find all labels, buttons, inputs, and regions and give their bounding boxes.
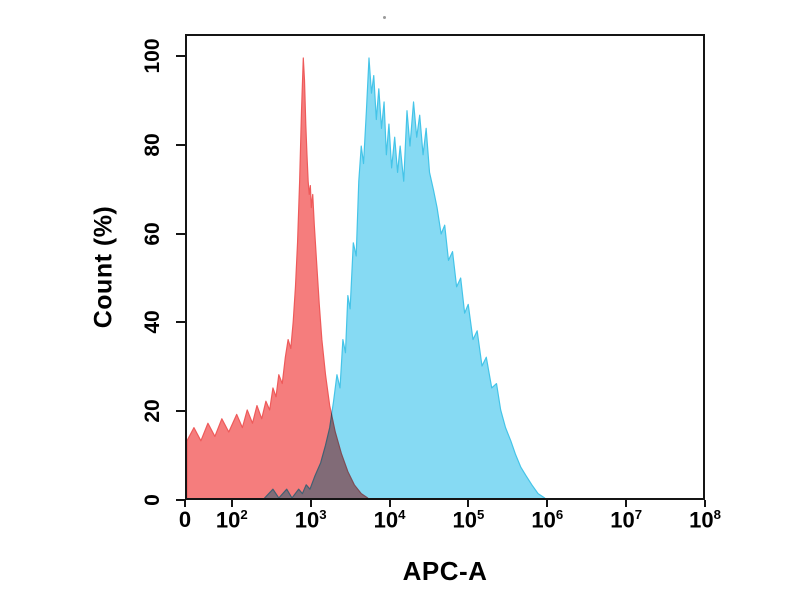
x-tick-mark	[388, 500, 391, 507]
y-tick-label: 0	[141, 494, 164, 506]
y-tick-label: 40	[141, 310, 164, 335]
x-tick-label: 102	[215, 507, 248, 533]
x-tick-mark	[546, 500, 549, 507]
y-tick-label: 20	[141, 399, 164, 423]
plot-area	[185, 34, 705, 500]
y-tick-label: 80	[141, 133, 164, 157]
artifact-dot	[383, 16, 386, 19]
x-tick-mark	[230, 500, 233, 507]
x-tick-label: 105	[452, 507, 485, 533]
x-tick-label: 104	[373, 507, 406, 533]
x-tick-label: 106	[531, 507, 564, 533]
histogram-svg	[187, 57, 546, 498]
y-axis-title: Count (%)	[89, 205, 118, 329]
x-tick-mark	[625, 500, 628, 507]
y-tick-label: 60	[141, 222, 164, 246]
x-tick-label: 0	[178, 507, 192, 532]
y-tick-mark	[176, 321, 185, 324]
x-tick-label: 107	[610, 507, 643, 533]
x-tick-label: 108	[689, 507, 721, 533]
x-tick-mark	[309, 500, 312, 507]
x-tick-mark	[704, 500, 706, 507]
y-tick-mark	[176, 55, 185, 58]
red-histogram-area	[187, 57, 369, 498]
x-tick-mark	[467, 500, 470, 507]
x-tick-label: 103	[294, 507, 327, 533]
blue-histogram-area	[264, 57, 546, 498]
x-tick-mark	[184, 500, 186, 507]
y-tick-mark	[176, 232, 185, 235]
y-tick-mark	[176, 499, 185, 501]
x-axis-title: APC-A	[402, 556, 488, 586]
y-tick-label: 100	[141, 38, 164, 74]
y-tick-mark	[176, 143, 185, 146]
y-tick-mark	[176, 410, 185, 413]
